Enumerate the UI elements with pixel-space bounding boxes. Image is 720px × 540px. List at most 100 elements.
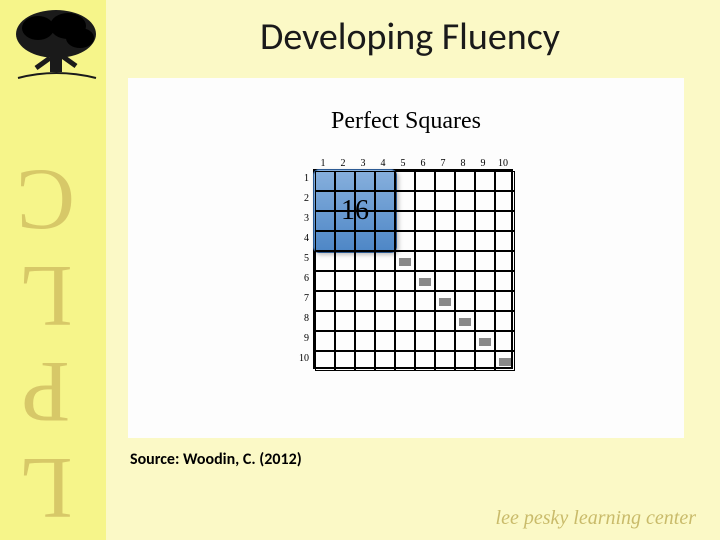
col-label: 4 — [373, 158, 393, 169]
grid-cell — [495, 231, 515, 251]
grid-cell — [455, 231, 475, 251]
row-label: 6 — [293, 269, 313, 289]
tree-logo — [8, 6, 104, 84]
grid-cell — [495, 171, 515, 191]
row-label: 3 — [293, 209, 313, 229]
grid-cell — [355, 211, 375, 231]
grid-cell — [435, 271, 455, 291]
grid-cell — [415, 251, 435, 271]
content-panel: Perfect Squares 12345678910 12345678910 … — [128, 78, 684, 438]
grid-cell — [355, 251, 375, 271]
grid-cell — [335, 231, 355, 251]
grid-cell — [355, 231, 375, 251]
source-citation: Source: Woodin, C. (2012) — [130, 450, 302, 469]
grid-cell — [435, 351, 455, 371]
row-labels: 12345678910 — [293, 169, 313, 369]
grid-cell — [395, 191, 415, 211]
chart-title: Perfect Squares — [331, 108, 481, 135]
grid-cell — [475, 251, 495, 271]
page-title: Developing Fluency — [130, 14, 690, 60]
grid-cell — [335, 191, 355, 211]
grid-cell — [395, 351, 415, 371]
grid-cell — [435, 171, 455, 191]
col-labels: 12345678910 — [313, 158, 519, 169]
footer-script: lee pesky learning center — [496, 507, 696, 530]
grid-cell — [455, 251, 475, 271]
grid-cell — [335, 171, 355, 191]
grid-cell — [415, 291, 435, 311]
grid-cell — [375, 271, 395, 291]
diagonal-mark — [459, 318, 471, 326]
grid-cell — [315, 171, 335, 191]
diagonal-mark — [479, 338, 491, 346]
row-label: 1 — [293, 169, 313, 189]
col-label: 7 — [433, 158, 453, 169]
grid-cell — [315, 191, 335, 211]
grid-cell — [395, 271, 415, 291]
col-label: 5 — [393, 158, 413, 169]
grid-cell — [315, 351, 335, 371]
grid-cell — [375, 231, 395, 251]
grid-cell — [315, 211, 335, 231]
grid-cell — [355, 331, 375, 351]
grid-cell — [335, 271, 355, 291]
grid-cell — [455, 171, 475, 191]
grid-cell — [495, 331, 515, 351]
grid-cell — [435, 251, 455, 271]
col-label: 3 — [353, 158, 373, 169]
row-label: 8 — [293, 309, 313, 329]
grid-cell — [435, 191, 455, 211]
grid-cell — [335, 331, 355, 351]
grid-cell — [415, 171, 435, 191]
grid-cell — [455, 271, 475, 291]
grid-cell — [355, 191, 375, 211]
grid-cell — [475, 211, 495, 231]
grid-cell — [395, 211, 415, 231]
row-label: 5 — [293, 249, 313, 269]
grid-cell — [315, 331, 335, 351]
grid-cell — [315, 251, 335, 271]
row-label: 9 — [293, 329, 313, 349]
grid-cell — [475, 351, 495, 371]
grid-cell — [475, 311, 495, 331]
row-label: 4 — [293, 229, 313, 249]
row-label: 7 — [293, 289, 313, 309]
grid-cell — [395, 171, 415, 191]
grid-cell — [375, 291, 395, 311]
grid-cell — [355, 291, 375, 311]
grid-cell — [375, 171, 395, 191]
grid-cell — [375, 331, 395, 351]
grid-cell — [415, 351, 435, 371]
grid-cell — [355, 351, 375, 371]
grid-cell — [395, 331, 415, 351]
grid-cell — [335, 211, 355, 231]
diagonal-mark — [419, 278, 431, 286]
grid-cell — [375, 191, 395, 211]
grid-cell — [475, 231, 495, 251]
col-label: 10 — [493, 158, 513, 169]
grid-cell — [495, 291, 515, 311]
grid-cell — [435, 211, 455, 231]
grid-cell — [375, 251, 395, 271]
grid-cell — [455, 331, 475, 351]
grid-cell — [495, 311, 515, 331]
grid-cell — [375, 351, 395, 371]
grid-cell — [335, 351, 355, 371]
grid-cell — [355, 271, 375, 291]
grid-cell — [455, 211, 475, 231]
grid-cell — [435, 231, 455, 251]
grid-cell — [495, 251, 515, 271]
grid-cell — [415, 211, 435, 231]
grid-cell — [335, 251, 355, 271]
grid-cell — [495, 191, 515, 211]
grid-wrap: 12345678910 12345678910 16 — [293, 158, 519, 369]
grid-cell — [395, 231, 415, 251]
sidebar-acronym: LPLC — [6, 152, 85, 536]
grid-cell — [315, 291, 335, 311]
grid-cell — [335, 311, 355, 331]
col-label: 9 — [473, 158, 493, 169]
grid-cell — [495, 271, 515, 291]
diagonal-mark — [399, 258, 411, 266]
grid-cell — [475, 171, 495, 191]
col-label: 2 — [333, 158, 353, 169]
